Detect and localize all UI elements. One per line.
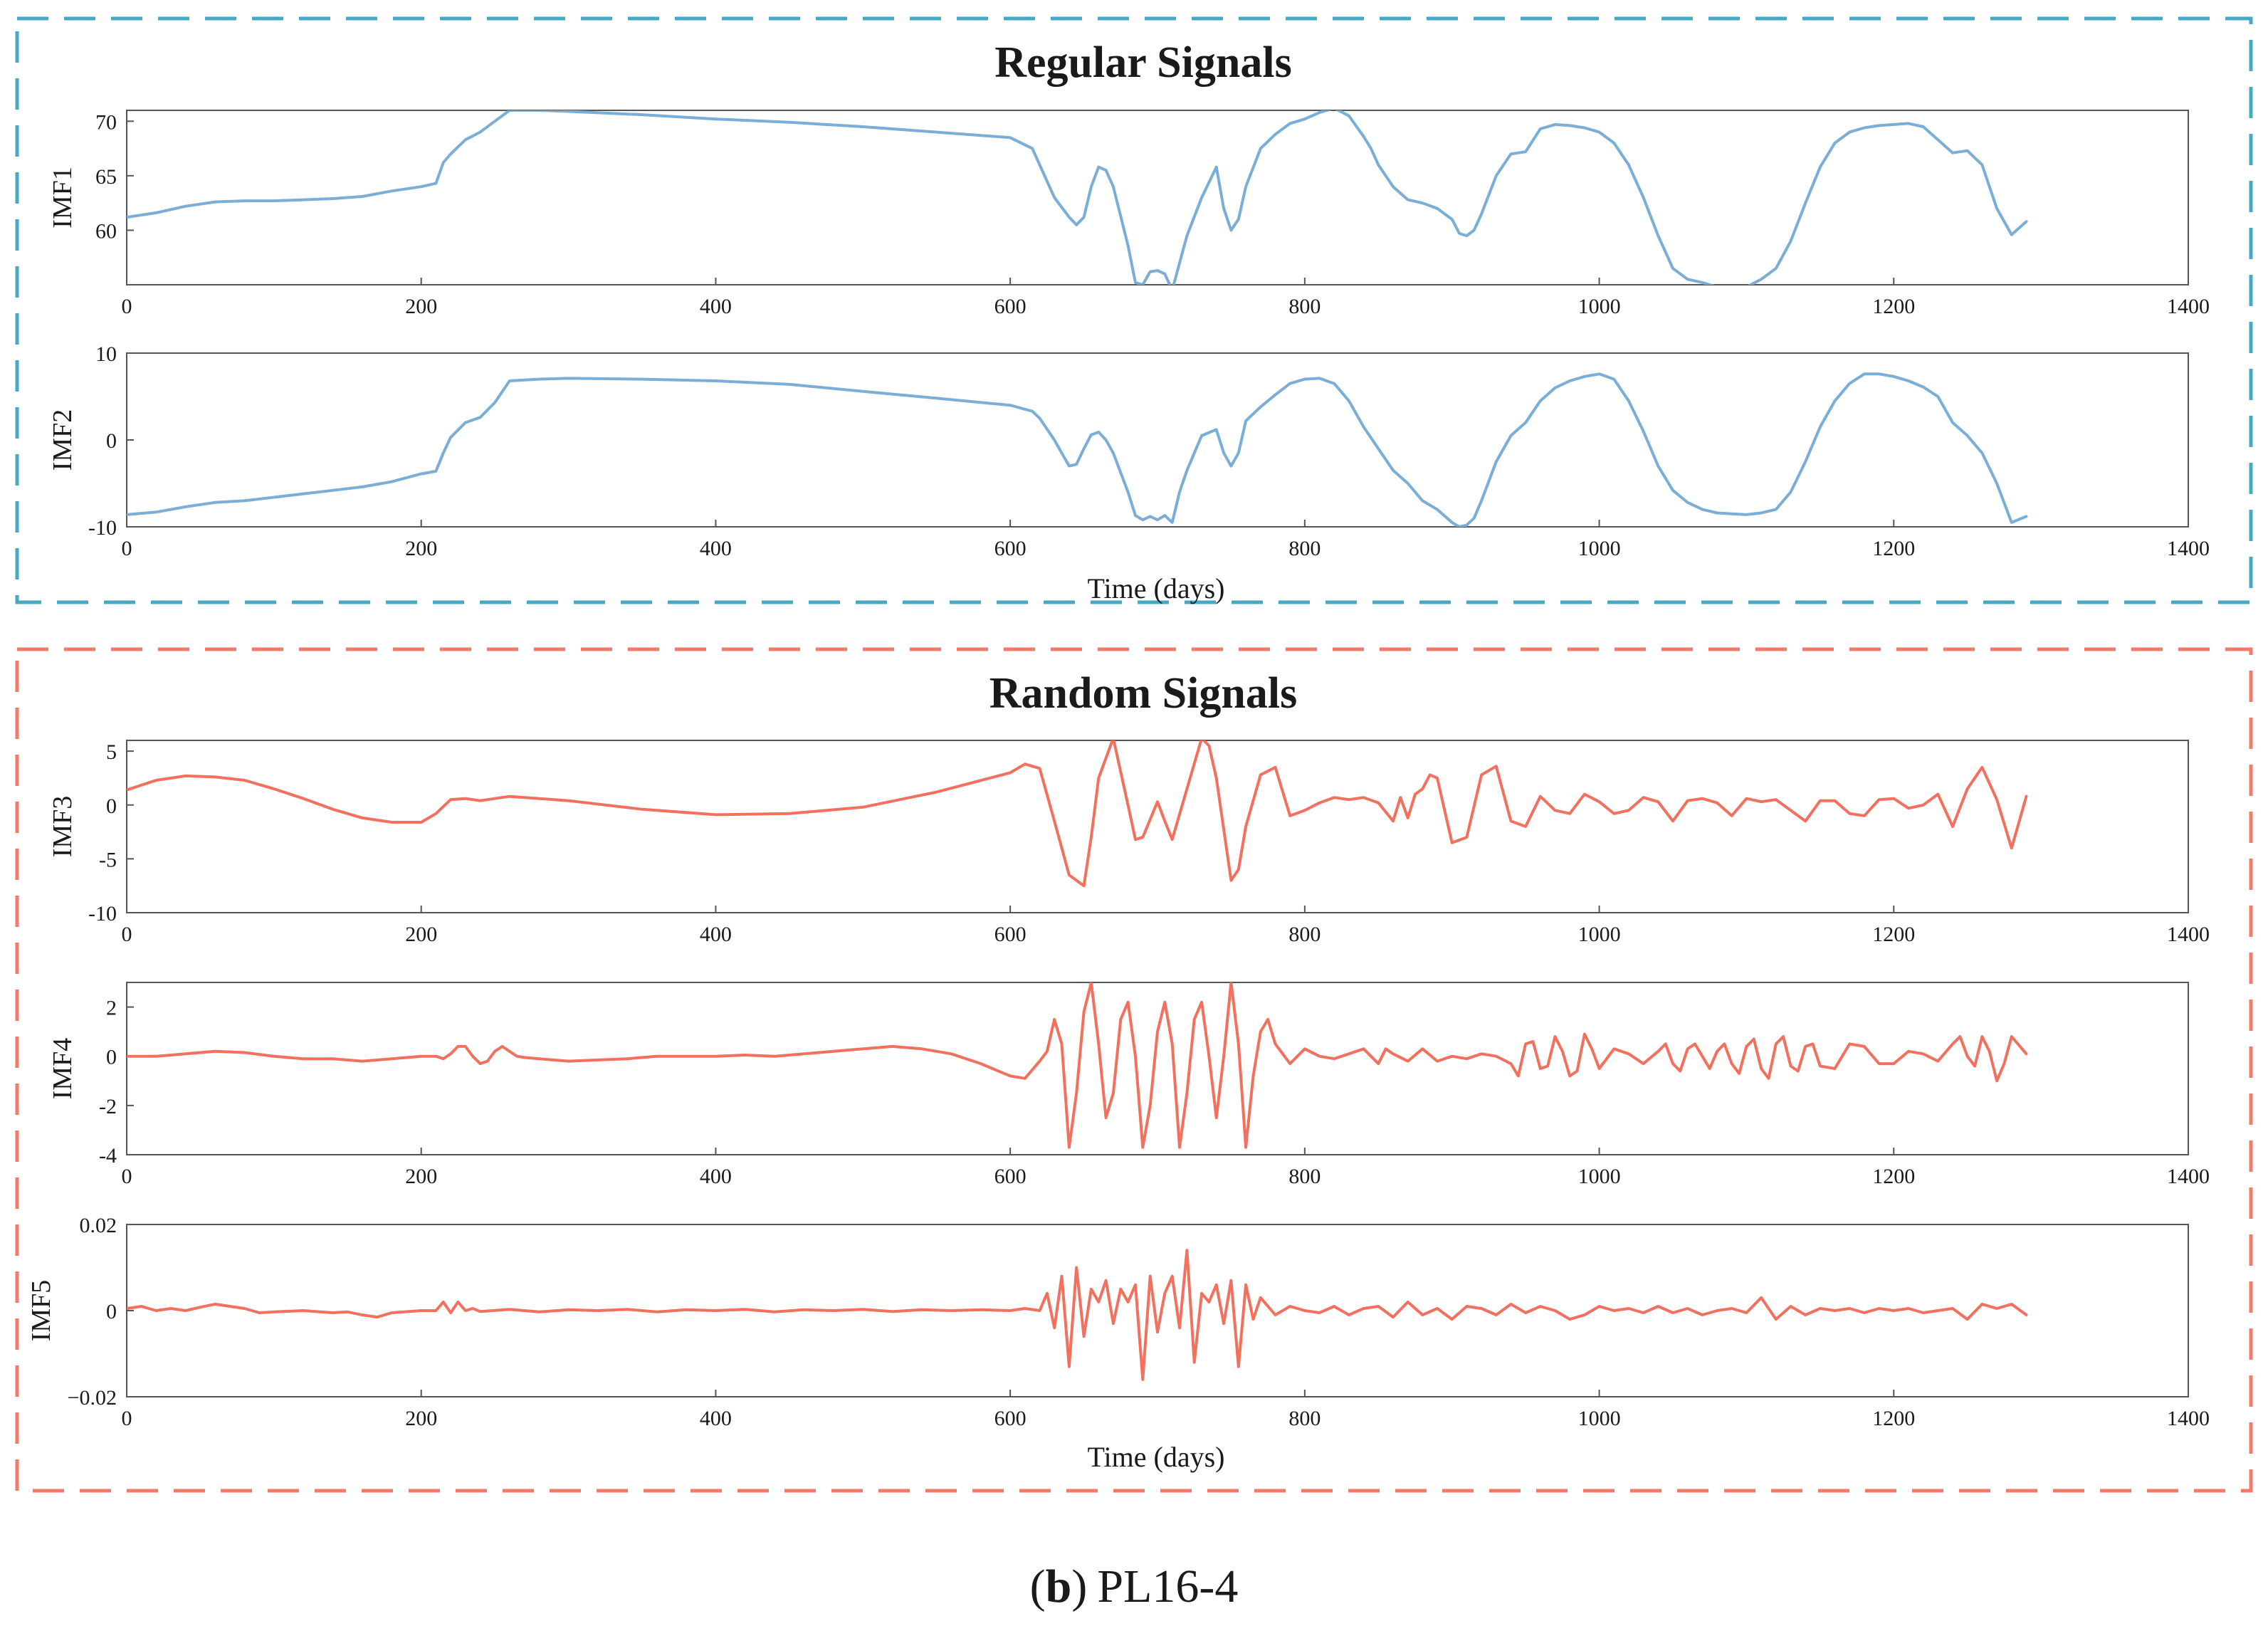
imf4-x-tick-label: 600 [994,1165,1027,1188]
imf1-y-axis-label: IMF1 [48,167,78,229]
figure-caption: (b) PL16-4 [1030,1561,1239,1612]
imf3-y-tick-label: -5 [99,848,117,871]
imf2-y-axis-label: IMF2 [48,409,78,471]
imf2-y-tick-label: 10 [95,342,117,366]
imf5-x-tick-label: 600 [994,1407,1027,1430]
imf3-x-tick-label: 0 [122,923,132,946]
imf2-x-tick-label: 200 [405,537,437,560]
imf3-x-tick-label: 1000 [1578,923,1621,946]
imf1-series-line-0 [127,110,2028,285]
imf4-x-tick-label: 1400 [2167,1165,2210,1188]
imf4-x-tick-label: 1200 [1872,1165,1915,1188]
imf5-x-tick-label: 0 [122,1407,132,1430]
imf3-x-tick-label: 200 [405,923,437,946]
imf4-y-tick-label: -2 [99,1095,117,1118]
imf5-x-tick-label: 800 [1288,1407,1321,1430]
imf3-y-tick-label: 0 [106,794,117,818]
imf1-y-tick-label: 60 [95,219,117,243]
imf2-x-tick-label: 1200 [1872,537,1915,560]
imf3-series-line-0 [127,740,2028,888]
imf4-x-tick-label: 400 [700,1165,732,1188]
imf4-y-tick-label: -4 [99,1144,117,1168]
imf1-plot-area [126,110,2189,285]
imf2-x-tick-label: 1400 [2167,537,2210,560]
imf5-y-tick-label: −0.02 [68,1386,117,1410]
random-signals-frame [15,647,2253,1493]
imf3-y-tick-label: -10 [88,902,117,925]
imf5-x-tick-label: 1200 [1872,1407,1915,1430]
imf5-y-axis-label: IMF5 [26,1280,56,1342]
imf2-x-tick-label: 800 [1288,537,1321,560]
imf3-panel: 0 200 400 600 800 1000 1200 1400 -10 -5 0 5 IMF3 [48,740,2210,946]
imf2-x-tick-label: 0 [122,537,132,560]
imf5-x-tick-label: 400 [700,1407,732,1430]
imf4-x-tick-label: 1000 [1578,1165,1621,1188]
imf4-y-tick-label: 0 [106,1046,117,1069]
imf3-plot-area [126,740,2189,913]
imf3-x-tick-label: 1200 [1872,923,1915,946]
imf1-x-tick-label: 600 [994,295,1027,318]
imf1-x-tick-label: 1000 [1578,295,1621,318]
imf1-y-tick-label: 70 [95,110,117,134]
imf5-y-tick-label: 0 [106,1300,117,1323]
imf1-x-tick-label: 0 [122,295,132,318]
caption-open-paren: ( [1030,1561,1046,1612]
imf2-y-tick-label: 0 [106,429,117,453]
imf1-x-tick-label: 1200 [1872,295,1915,318]
imf1-x-tick-label: 1400 [2167,295,2210,318]
imf3-x-tick-label: 600 [994,923,1027,946]
caption-close-paren: ) [1071,1561,1087,1612]
imf5-series-line-0 [127,1249,2028,1381]
imf2-plot-area [126,352,2189,528]
imf5-x-tick-label: 1000 [1578,1407,1621,1430]
regular-signals-title: Regular Signals [994,38,1291,87]
caption-label: PL16-4 [1097,1561,1238,1612]
imf5-x-tick-label: 200 [405,1407,437,1430]
imf3-y-axis-label: IMF3 [48,796,78,858]
imf2-x-tick-label: 400 [700,537,732,560]
random-x-axis-label: Time (days) [1088,1441,1225,1473]
imf4-x-tick-label: 200 [405,1165,437,1188]
caption-letter: b [1046,1561,1072,1612]
imf1-panel: 0 200 400 600 800 1000 1200 1400 60 65 70 IMF1 [48,110,2210,318]
imf2-y-tick-label: -10 [88,516,117,540]
imf4-plot-area [126,982,2189,1155]
imf4-series-line-0 [127,982,2028,1149]
random-signals-title: Random Signals [989,669,1297,718]
imf4-y-axis-label: IMF4 [48,1038,78,1100]
imf2-series-line-0 [127,372,2028,527]
imf3-x-tick-label: 800 [1288,923,1321,946]
imf1-y-tick-label: 65 [95,165,117,189]
imf1-x-tick-label: 200 [405,295,437,318]
imf5-x-tick-label: 1400 [2167,1407,2210,1430]
imf3-y-tick-label: 5 [106,740,117,764]
imf1-x-tick-label: 400 [700,295,732,318]
imf4-y-tick-label: 2 [106,997,117,1020]
imf4-panel: 0 200 400 600 800 1000 1200 1400 -4 -2 0 2 IMF4 [48,982,2210,1188]
imf5-y-tick-label: 0.02 [80,1214,117,1237]
regular-x-axis-label: Time (days) [1088,572,1225,604]
imf3-x-tick-label: 1400 [2167,923,2210,946]
imf2-x-tick-label: 1000 [1578,537,1621,560]
imf4-x-tick-label: 800 [1288,1165,1321,1188]
imf4-x-tick-label: 0 [122,1165,132,1188]
imf1-x-tick-label: 800 [1288,295,1321,318]
imf2-x-tick-label: 600 [994,537,1027,560]
imf3-x-tick-label: 400 [700,923,732,946]
